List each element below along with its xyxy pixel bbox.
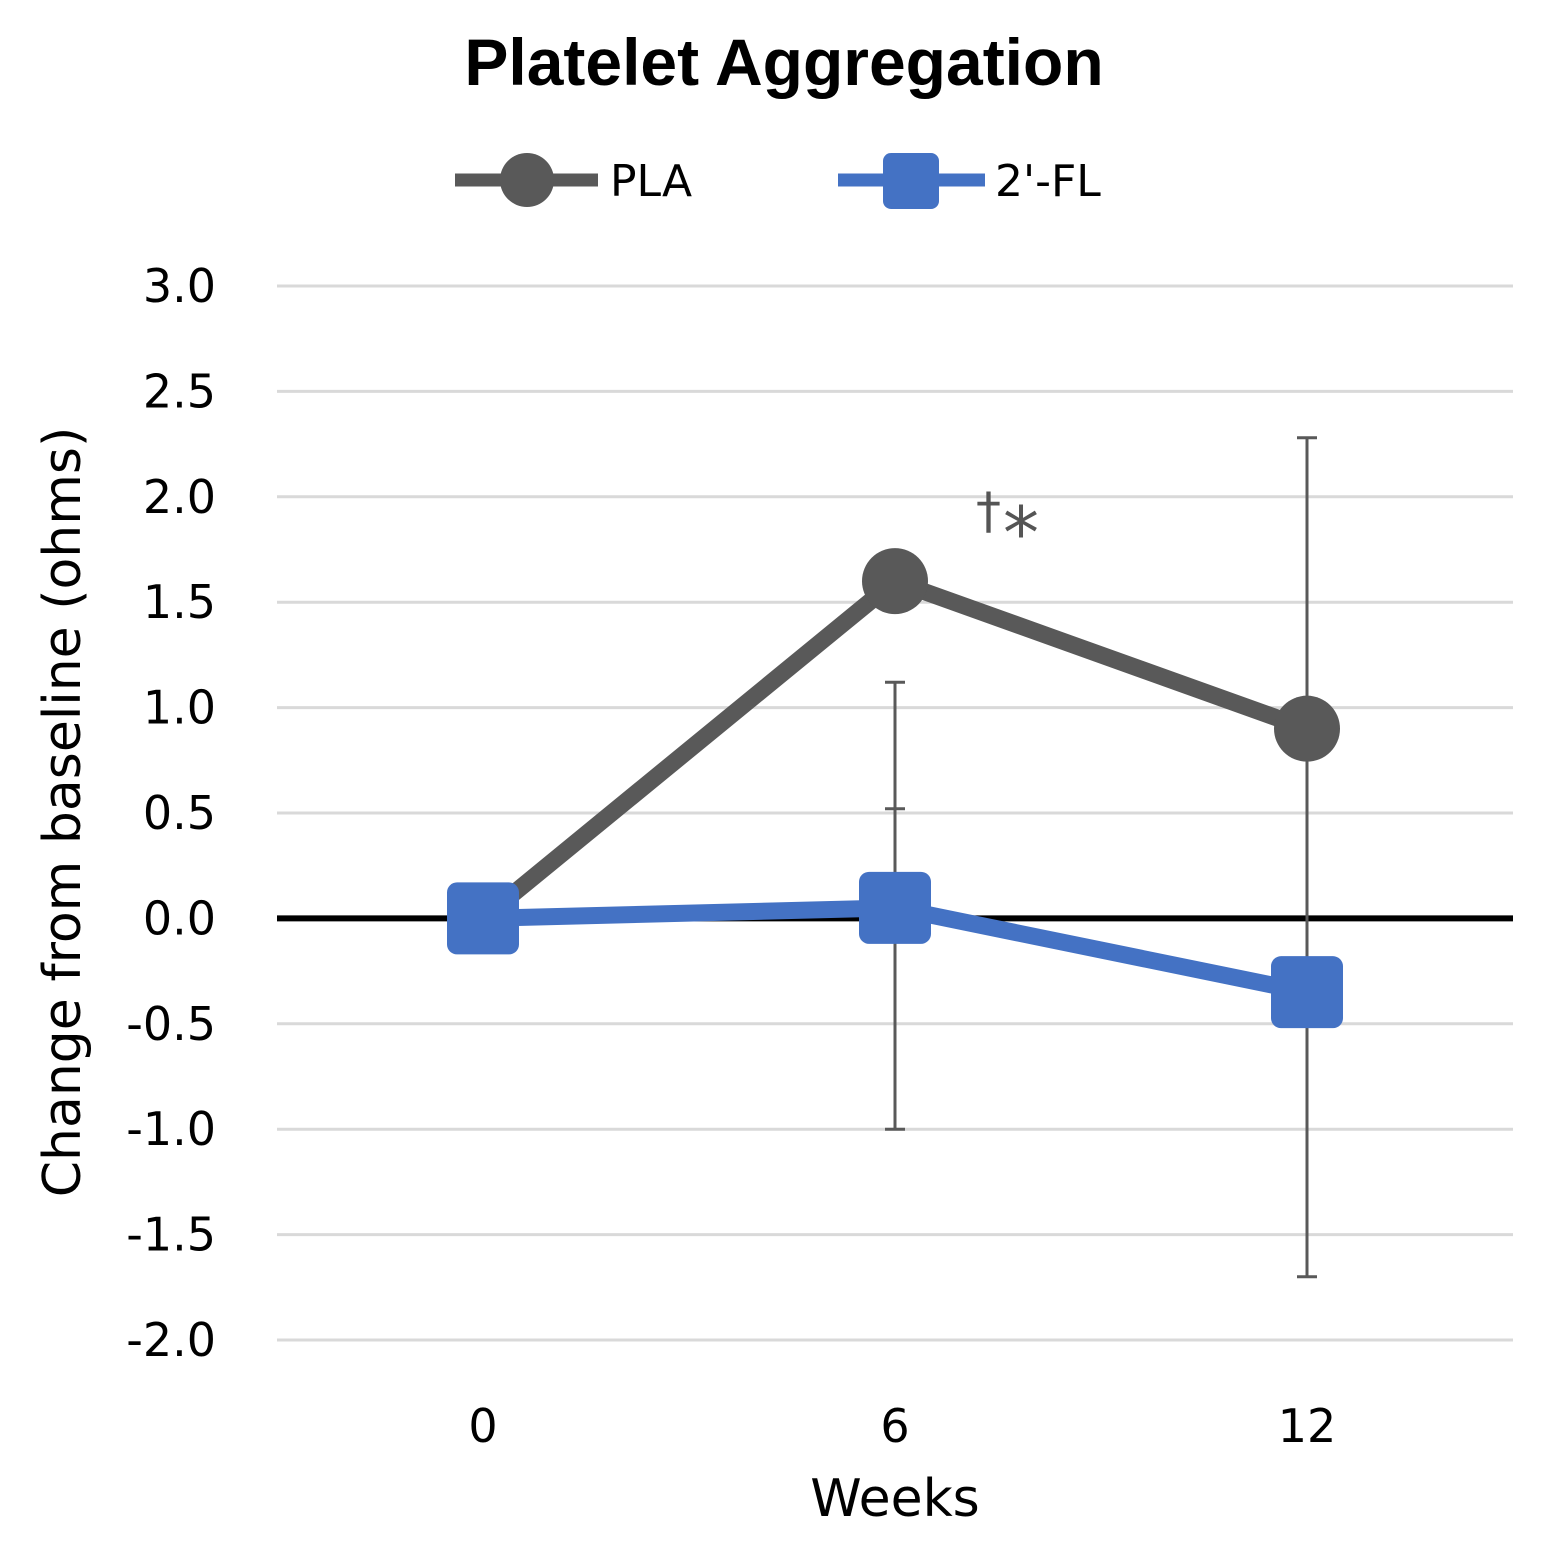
y-axis-title: Change from baseline (ohms) [33, 427, 93, 1198]
x-axis-ticks: 0 6 12 [468, 1399, 1336, 1453]
legend-label-pla: PLA [610, 156, 692, 207]
data-point-pla [862, 548, 928, 615]
legend-marker-2fl [883, 153, 939, 209]
y-tick-label: 0.5 [143, 786, 216, 840]
data-point-2fl [447, 882, 519, 955]
y-tick-label: -2.0 [126, 1313, 216, 1367]
y-tick-label: 3.0 [143, 259, 216, 313]
y-tick-label: 2.5 [143, 364, 216, 418]
legend: PLA 2'-FL [455, 153, 1101, 209]
legend-item-2fl: 2'-FL [838, 153, 1101, 209]
x-tick-label: 6 [880, 1399, 909, 1453]
y-tick-label: 1.5 [143, 575, 216, 629]
x-tick-label: 0 [468, 1399, 497, 1453]
y-tick-label: -1.5 [126, 1208, 216, 1262]
y-tick-label: -0.5 [126, 997, 216, 1051]
annotation-dagger: † [976, 482, 1001, 540]
data-point-2fl [1271, 956, 1343, 1029]
y-tick-label: 2.0 [143, 470, 216, 524]
y-tick-label: -1.0 [126, 1102, 216, 1156]
chart-title: Platelet Aggregation [464, 25, 1103, 99]
x-axis-title: Weeks [810, 1469, 980, 1529]
y-tick-label: 0.0 [143, 891, 216, 945]
y-tick-label: 1.0 [143, 681, 216, 735]
legend-marker-pla [500, 153, 554, 207]
series-markers [447, 548, 1343, 1029]
legend-item-pla: PLA [455, 153, 692, 207]
data-point-2fl [859, 871, 931, 944]
legend-label-2fl: 2'-FL [995, 156, 1101, 207]
error-bars [885, 436, 1317, 1279]
x-tick-label: 12 [1278, 1399, 1337, 1453]
annotation-asterisk: * [1003, 491, 1039, 575]
data-point-pla [1274, 695, 1340, 762]
y-axis-ticks: 3.0 2.5 2.0 1.5 1.0 0.5 0.0 -0.5 -1.0 -1.5 -2.0 [126, 259, 216, 1367]
